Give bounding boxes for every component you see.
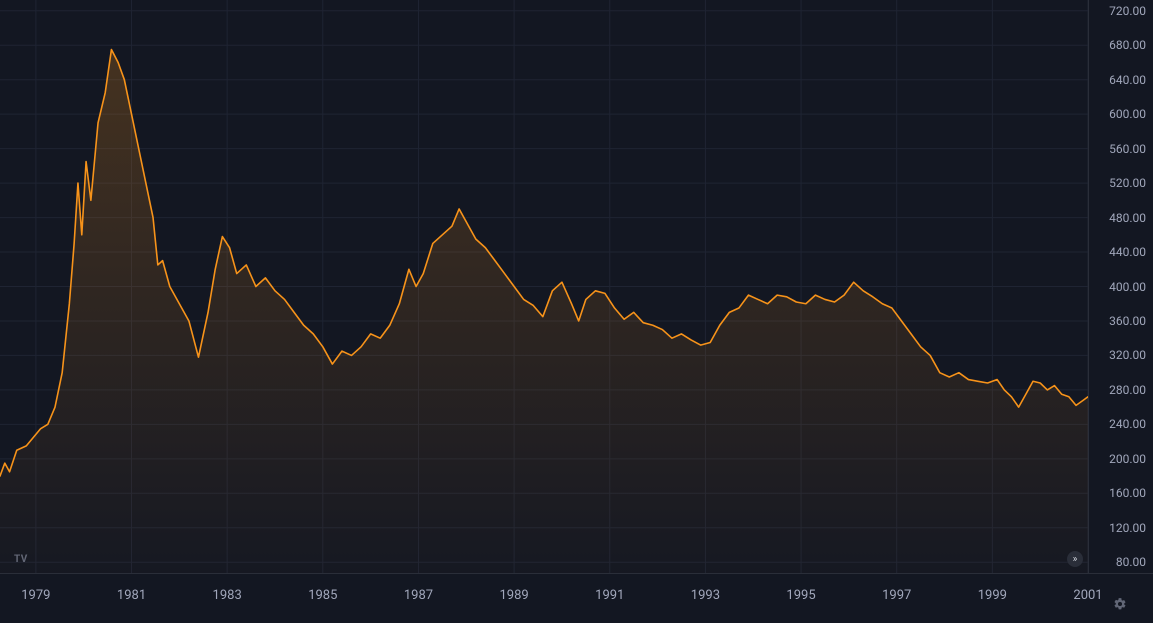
price-chart[interactable]: 80.00 120.00 160.00 200.00 240.00 280.00 320.0… <box>0 0 1153 623</box>
x-axis[interactable]: 1979 1981 1983 1985 1987 1989 1991 1993 1995 1997… <box>0 573 1153 623</box>
y-tick-label: 320.00 <box>1109 348 1146 362</box>
x-tick-label: 1987 <box>404 588 433 603</box>
y-tick-label: 120.00 <box>1109 521 1146 535</box>
scroll-to-latest-button[interactable]: » <box>1067 551 1083 567</box>
x-tick-label: 1995 <box>786 588 815 603</box>
x-tick-label: 1985 <box>308 588 337 603</box>
y-tick-label: 520.00 <box>1109 176 1146 190</box>
y-tick-label: 240.00 <box>1109 417 1146 431</box>
y-tick-label: 600.00 <box>1109 107 1146 121</box>
y-tick-label: 200.00 <box>1109 452 1146 466</box>
x-tick-label: 1989 <box>499 588 528 603</box>
tradingview-logo: TV <box>14 554 28 565</box>
y-tick-label: 640.00 <box>1109 73 1146 87</box>
x-tick-label: 1993 <box>691 588 720 603</box>
y-tick-label: 440.00 <box>1109 245 1146 259</box>
x-tick-label: 1997 <box>882 588 911 603</box>
chevron-double-right-icon: » <box>1073 554 1078 565</box>
y-axis[interactable]: 80.00 120.00 160.00 200.00 240.00 280.00 320.0… <box>1088 0 1153 573</box>
x-tick-label: 2001 <box>1073 588 1102 603</box>
y-tick-label: 480.00 <box>1109 211 1146 225</box>
y-tick-label: 280.00 <box>1109 383 1146 397</box>
y-tick-label: 80.00 <box>1116 555 1146 569</box>
y-tick-label: 400.00 <box>1109 280 1146 294</box>
y-tick-label: 160.00 <box>1109 486 1146 500</box>
y-tick-label: 360.00 <box>1109 314 1146 328</box>
x-tick-label: 1983 <box>213 588 242 603</box>
plot-area[interactable] <box>0 0 1088 573</box>
x-tick-label: 1999 <box>978 588 1007 603</box>
gear-icon <box>1113 597 1127 611</box>
chart-settings-button[interactable] <box>1113 597 1127 611</box>
chart-svg <box>0 0 1088 573</box>
x-tick-label: 1991 <box>595 588 624 603</box>
x-tick-label: 1979 <box>21 588 50 603</box>
y-tick-label: 720.00 <box>1109 4 1146 18</box>
y-tick-label: 560.00 <box>1109 142 1146 156</box>
y-tick-label: 680.00 <box>1109 38 1146 52</box>
x-tick-label: 1981 <box>117 588 146 603</box>
